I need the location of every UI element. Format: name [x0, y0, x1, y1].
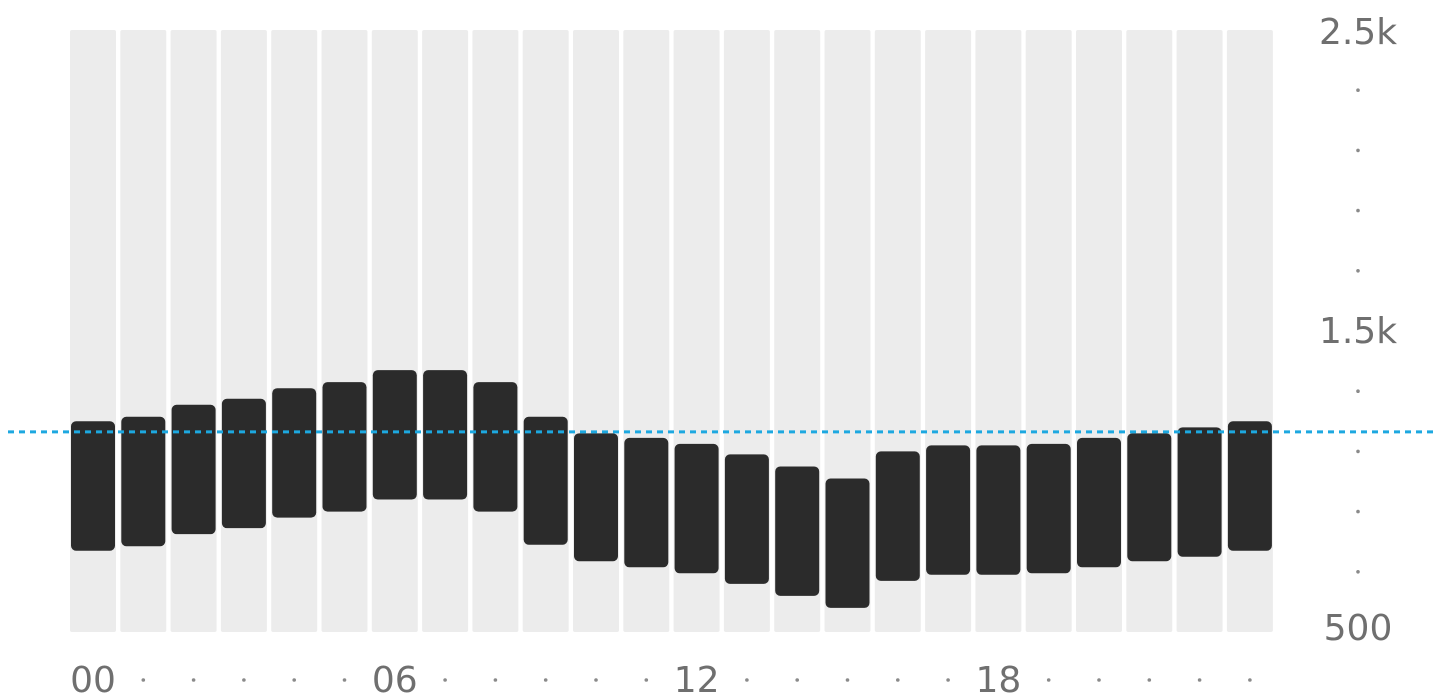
range-bar [1177, 427, 1222, 557]
range-bar [825, 478, 870, 608]
range-bar [724, 454, 769, 584]
y-minor-tick [1356, 389, 1360, 394]
range-bar [523, 416, 568, 545]
y-minor-tick [1356, 148, 1360, 153]
x-minor-tick [493, 678, 498, 682]
range-bar [976, 445, 1021, 575]
y-minor-tick [1356, 88, 1360, 92]
x-minor-tick [141, 678, 146, 682]
range-bar [372, 370, 417, 500]
x-minor-tick [1248, 678, 1252, 682]
range-bar [875, 451, 920, 581]
x-minor-tick [1147, 678, 1152, 682]
x-minor-tick [1046, 678, 1051, 682]
y-tick-label: 500 [1324, 608, 1393, 649]
x-minor-tick [745, 678, 749, 682]
range-bar [171, 404, 216, 535]
y-tick-label: 2.5k [1319, 12, 1397, 53]
x-tick-label: 12 [674, 660, 720, 698]
y-minor-tick [1356, 570, 1360, 574]
x-tick-label: 00 [70, 660, 116, 698]
x-minor-tick [594, 678, 598, 682]
range-bar [1227, 421, 1272, 551]
x-minor-tick [644, 678, 649, 682]
x-minor-tick [1097, 678, 1101, 682]
range-bar [221, 398, 266, 529]
range-bar [574, 433, 618, 562]
range-bar [71, 421, 115, 551]
x-minor-tick [242, 678, 246, 682]
y-axis: 2.5k 1.5k 500 [1319, 12, 1397, 649]
column-background [422, 30, 469, 632]
x-minor-tick [543, 678, 548, 682]
range-bar [272, 388, 317, 518]
range-bar [624, 437, 669, 568]
range-bar [1127, 433, 1172, 562]
x-minor-tick [191, 678, 196, 682]
column-background [220, 30, 267, 632]
y-minor-tick [1356, 208, 1360, 213]
column-background [170, 30, 217, 632]
x-minor-tick [292, 678, 297, 682]
range-bar [926, 445, 971, 575]
x-minor-tick [946, 678, 950, 682]
column-background [321, 30, 368, 632]
range-bar [1077, 437, 1121, 568]
column-background [271, 30, 318, 632]
x-axis: 00 06 12 18 [70, 660, 1252, 698]
y-minor-tick [1356, 509, 1360, 514]
range-bar [322, 382, 367, 512]
range-bars [71, 370, 1272, 608]
column-background [371, 30, 418, 632]
range-bar [473, 382, 518, 512]
x-minor-tick [845, 678, 850, 682]
range-bar [775, 466, 820, 596]
x-minor-tick [795, 678, 799, 682]
x-minor-tick [1197, 678, 1202, 682]
range-bar [674, 443, 719, 574]
x-tick-label: 06 [372, 660, 418, 698]
x-minor-tick [342, 678, 347, 682]
y-minor-tick [1356, 449, 1360, 454]
column-background [472, 30, 519, 632]
range-bar [1026, 443, 1071, 574]
range-bar [423, 370, 468, 500]
x-minor-tick [896, 678, 900, 682]
x-minor-tick [443, 678, 447, 682]
range-bar [121, 416, 166, 547]
x-tick-label: 18 [975, 660, 1021, 698]
y-tick-label: 1.5k [1319, 311, 1397, 352]
y-minor-tick [1356, 269, 1360, 273]
